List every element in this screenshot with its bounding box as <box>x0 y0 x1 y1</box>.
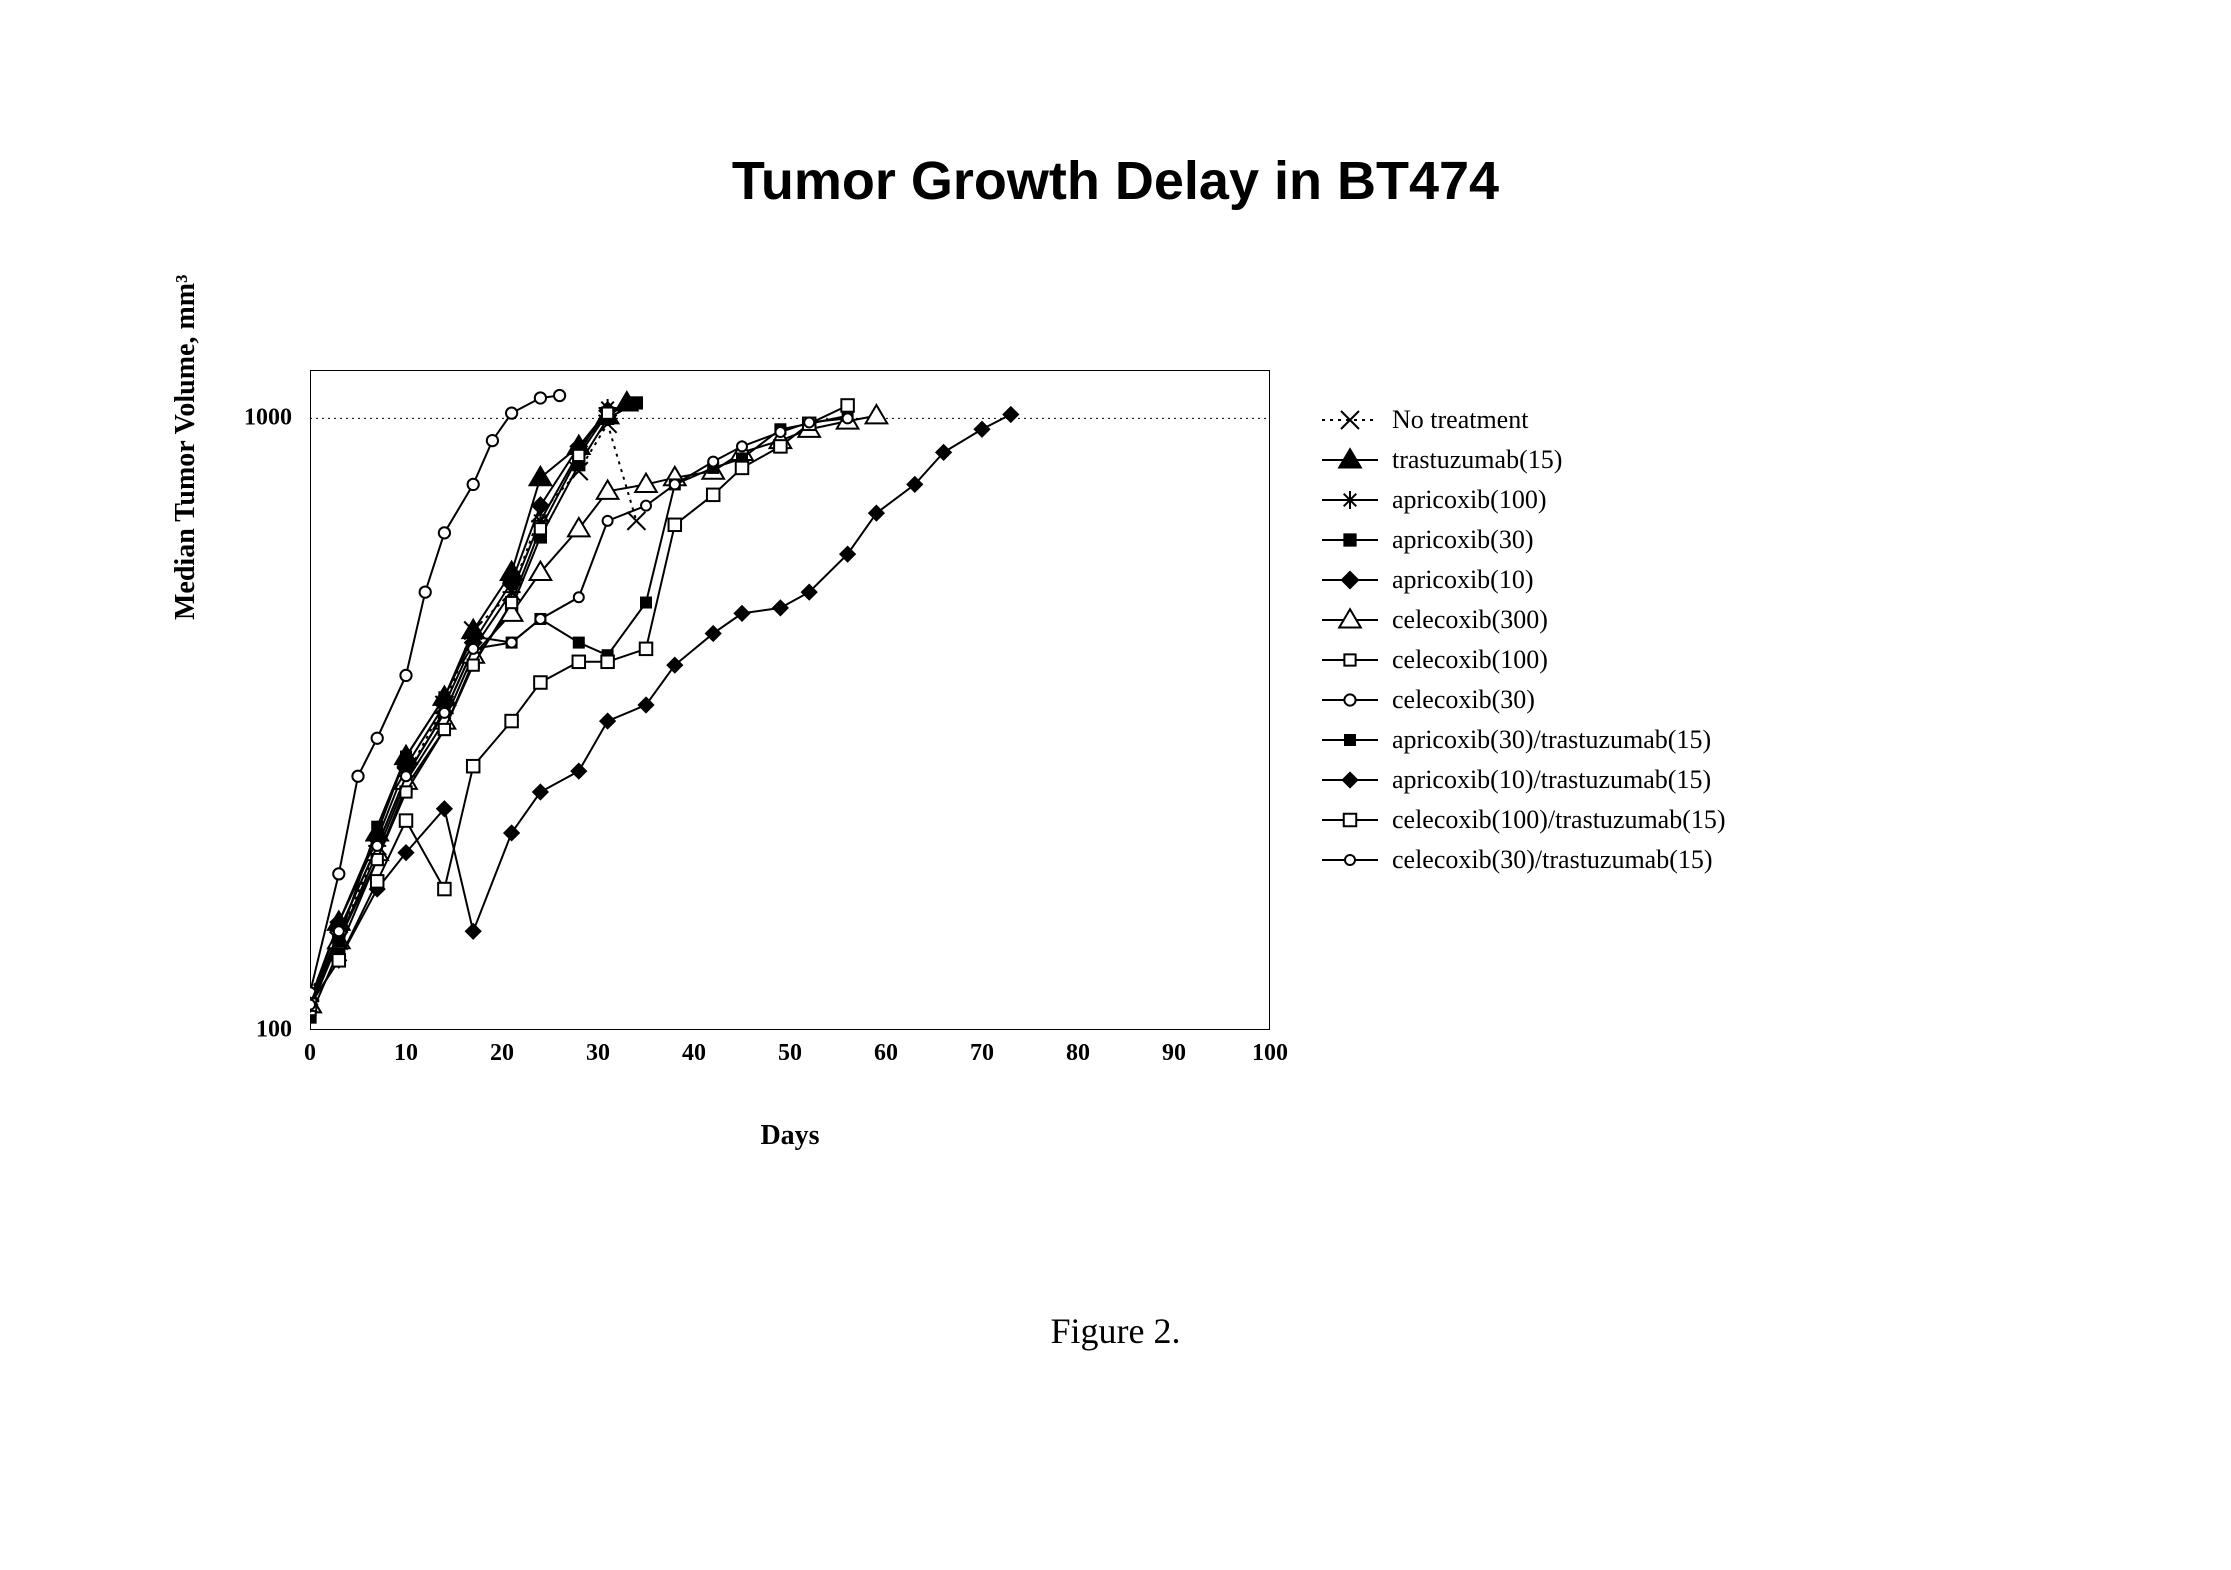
x-tick-label: 60 <box>874 1040 898 1067</box>
legend-swatch-icon <box>1320 405 1380 435</box>
legend-label: celecoxib(30) <box>1392 685 1535 715</box>
legend-label: celecoxib(100)/trastuzumab(15) <box>1392 805 1726 835</box>
legend-item-apricoxib_10: apricoxib(10) <box>1320 560 1726 600</box>
legend-swatch-icon <box>1320 765 1380 795</box>
x-tick-label: 20 <box>490 1040 514 1067</box>
chart-plot: 0102030405060708090100 1001000 <box>310 370 1270 1035</box>
legend-label: celecoxib(30)/trastuzumab(15) <box>1392 845 1713 875</box>
legend-item-celecoxib_30_trastuzumab_15: celecoxib(30)/trastuzumab(15) <box>1320 840 1726 880</box>
legend-label: apricoxib(10)/trastuzumab(15) <box>1392 765 1711 795</box>
legend-swatch-icon <box>1320 485 1380 515</box>
legend-label: celecoxib(100) <box>1392 645 1548 675</box>
legend-label: apricoxib(10) <box>1392 565 1534 595</box>
x-tick-label: 50 <box>778 1040 802 1067</box>
x-tick-label: 0 <box>304 1040 316 1067</box>
x-tick-label: 40 <box>682 1040 706 1067</box>
legend-label: apricoxib(30) <box>1392 525 1534 555</box>
legend-item-celecoxib_100: celecoxib(100) <box>1320 640 1726 680</box>
legend-item-celecoxib_100_trastuzumab_15: celecoxib(100)/trastuzumab(15) <box>1320 800 1726 840</box>
legend-label: trastuzumab(15) <box>1392 445 1562 475</box>
legend-item-apricoxib_10_trastuzumab_15: apricoxib(10)/trastuzumab(15) <box>1320 760 1726 800</box>
legend-label: No treatment <box>1392 405 1528 435</box>
legend-swatch-icon <box>1320 685 1380 715</box>
legend-item-apricoxib_30_trastuzumab_15: apricoxib(30)/trastuzumab(15) <box>1320 720 1726 760</box>
legend-swatch-icon <box>1320 645 1380 675</box>
legend-item-no_treatment: No treatment <box>1320 400 1726 440</box>
x-tick-label: 90 <box>1162 1040 1186 1067</box>
legend-swatch-icon <box>1320 805 1380 835</box>
x-axis-label: Days <box>310 1120 1270 1152</box>
legend-item-trastuzumab_15: trastuzumab(15) <box>1320 440 1726 480</box>
legend-item-apricoxib_100: apricoxib(100) <box>1320 480 1726 520</box>
chart-legend: No treatment trastuzumab(15) apricoxib(100… <box>1320 400 1726 880</box>
legend-swatch-icon <box>1320 525 1380 555</box>
legend-label: celecoxib(300) <box>1392 605 1548 635</box>
legend-swatch-icon <box>1320 605 1380 635</box>
legend-swatch-icon <box>1320 725 1380 755</box>
legend-swatch-icon <box>1320 845 1380 875</box>
y-axis-label: Median Tumor Volume, mm³ <box>170 275 202 621</box>
chart-svg <box>310 370 1270 1030</box>
figure-caption: Figure 2. <box>0 1310 2231 1352</box>
legend-label: apricoxib(100) <box>1392 485 1547 515</box>
x-tick-label: 30 <box>586 1040 610 1067</box>
legend-label: apricoxib(30)/trastuzumab(15) <box>1392 725 1711 755</box>
chart-title: Tumor Growth Delay in BT474 <box>0 150 2231 212</box>
x-tick-label: 80 <box>1066 1040 1090 1067</box>
legend-swatch-icon <box>1320 445 1380 475</box>
legend-swatch-icon <box>1320 565 1380 595</box>
x-tick-label: 10 <box>394 1040 418 1067</box>
legend-item-apricoxib_30: apricoxib(30) <box>1320 520 1726 560</box>
legend-item-celecoxib_30: celecoxib(30) <box>1320 680 1726 720</box>
legend-item-celecoxib_300: celecoxib(300) <box>1320 600 1726 640</box>
x-tick-label: 100 <box>1252 1040 1288 1067</box>
x-tick-label: 70 <box>970 1040 994 1067</box>
